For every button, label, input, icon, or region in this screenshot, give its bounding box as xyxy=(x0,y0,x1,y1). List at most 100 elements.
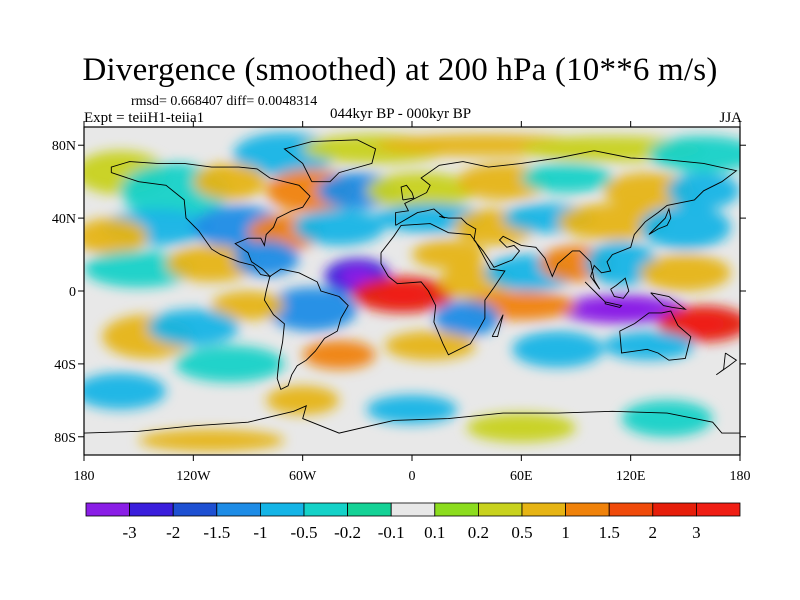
coastline xyxy=(584,281,606,303)
colorbar-label: -0.1 xyxy=(378,523,405,542)
colorbar-swatch xyxy=(652,502,697,517)
colorbar-swatch xyxy=(390,502,436,517)
colorbar-label: -1.5 xyxy=(203,523,230,542)
lon-tick-label: 180 xyxy=(730,469,751,484)
colorbar-label: -0.5 xyxy=(291,523,318,542)
stats-text: rmsd= 0.668407 diff= 0.0048314 xyxy=(131,94,318,109)
colorbar-swatch xyxy=(521,502,566,517)
colorbar-swatch xyxy=(216,502,261,517)
lat-tick-label: 0 xyxy=(69,285,76,300)
lon-tick-label: 120W xyxy=(176,469,211,484)
colorbar-label: 2 xyxy=(649,523,658,542)
divergence-blob xyxy=(366,172,476,209)
divergence-core xyxy=(340,267,374,286)
lon-tick-label: 120E xyxy=(616,469,646,484)
colorbar-swatch xyxy=(608,502,654,517)
colorbar-swatch xyxy=(347,502,392,517)
divergence-blob xyxy=(293,209,385,246)
coastline xyxy=(610,277,630,299)
lon-tick-label: 60E xyxy=(510,469,533,484)
colorbar-label: 0.1 xyxy=(424,523,445,542)
divergence-blob xyxy=(84,250,194,288)
colorbar-swatch xyxy=(696,502,741,517)
divergence-core xyxy=(377,285,429,304)
divergence-field xyxy=(84,127,740,455)
divergence-blob xyxy=(648,136,740,173)
colorbar-label: 3 xyxy=(692,523,701,542)
divergence-core xyxy=(589,301,654,317)
divergence-contours xyxy=(84,132,740,452)
coastline xyxy=(648,207,672,235)
divergence-blob xyxy=(557,203,668,240)
coastline xyxy=(263,268,349,391)
divergence-blob xyxy=(603,331,695,361)
divergence-blob xyxy=(193,163,267,200)
colorbar-swatch xyxy=(477,502,523,517)
coastline xyxy=(283,139,377,183)
colorbar-label: 0.5 xyxy=(511,523,532,542)
divergence-blob xyxy=(138,429,285,452)
coastline xyxy=(110,161,311,278)
lat-tick-label: 40S xyxy=(54,358,76,373)
coastlines xyxy=(84,139,740,434)
colorbar-label: -1 xyxy=(253,523,267,542)
divergence-blob xyxy=(266,385,340,415)
divergence-blob xyxy=(211,291,285,321)
divergence-blob xyxy=(302,340,376,370)
divergence-blob xyxy=(366,394,458,425)
divergence-blob xyxy=(466,413,576,443)
divergence-blob xyxy=(147,309,239,346)
colorbar-label: -3 xyxy=(123,523,137,542)
colorbar-swatch xyxy=(129,502,174,517)
colorbar-swatch xyxy=(172,502,218,517)
coastline xyxy=(619,310,692,361)
divergence-blob xyxy=(412,239,485,270)
period-label: 044kyr BP - 000kyr BP xyxy=(330,106,472,122)
lon-tick-label: 60W xyxy=(289,469,317,484)
colorbar-swatch xyxy=(85,502,130,517)
divergence-core xyxy=(680,314,727,333)
colorbar-label: -0.2 xyxy=(334,523,361,542)
colorbar-label: 0.2 xyxy=(468,523,489,542)
lat-tick-label: 80S xyxy=(54,431,76,446)
colorbar-swatch xyxy=(303,502,348,517)
lon-tick-label: 0 xyxy=(409,469,416,484)
divergence-blob xyxy=(512,331,604,368)
coastline xyxy=(604,301,623,308)
divergence-blob xyxy=(266,287,358,332)
divergence-blob xyxy=(603,172,695,209)
lat-tick-label: 40N xyxy=(52,212,76,227)
lon-tick-label: 180 xyxy=(74,469,95,484)
lat-tick-label: 80N xyxy=(52,139,76,154)
divergence-blob xyxy=(84,373,166,410)
divergence-blob xyxy=(84,218,148,255)
season-label: JJA xyxy=(719,110,742,126)
coastline xyxy=(395,150,738,290)
colorbar-label: 1 xyxy=(561,523,570,542)
coastline xyxy=(491,314,504,338)
page-title: Divergence (smoothed) at 200 hPa (10**6 … xyxy=(82,52,718,88)
latitude-axis: 80N 40N 0 40S 80S xyxy=(52,139,746,446)
divergence-blob xyxy=(639,254,731,291)
coastline xyxy=(84,405,740,434)
divergence-blob xyxy=(384,331,476,361)
colorbar-label: 1.5 xyxy=(599,523,620,542)
divergence-blob xyxy=(585,241,658,286)
colorbar: -3 -2 -1.5 -1 -0.5 -0.2 -0.1 0.1 0.2 0.5 1 1.5 2 3 xyxy=(85,502,741,542)
divergence-blob xyxy=(233,239,300,277)
coastline xyxy=(380,223,506,356)
longitude-axis: 180 120W 60W 0 60E 120E 180 xyxy=(74,121,751,484)
divergence-blob xyxy=(639,205,731,250)
colorbar-swatch xyxy=(565,502,610,517)
coastline xyxy=(650,292,687,310)
experiment-label: Expt = teiiH1-teiia1 xyxy=(84,110,205,126)
divergence-blob xyxy=(175,345,285,383)
colorbar-label: -2 xyxy=(166,523,180,542)
divergence-blob xyxy=(433,300,500,337)
divergence-blob xyxy=(521,163,613,193)
divergence-blob xyxy=(621,400,713,437)
coastline xyxy=(400,184,415,201)
colorbar-swatch xyxy=(259,502,305,517)
colorbar-swatch xyxy=(434,502,479,517)
